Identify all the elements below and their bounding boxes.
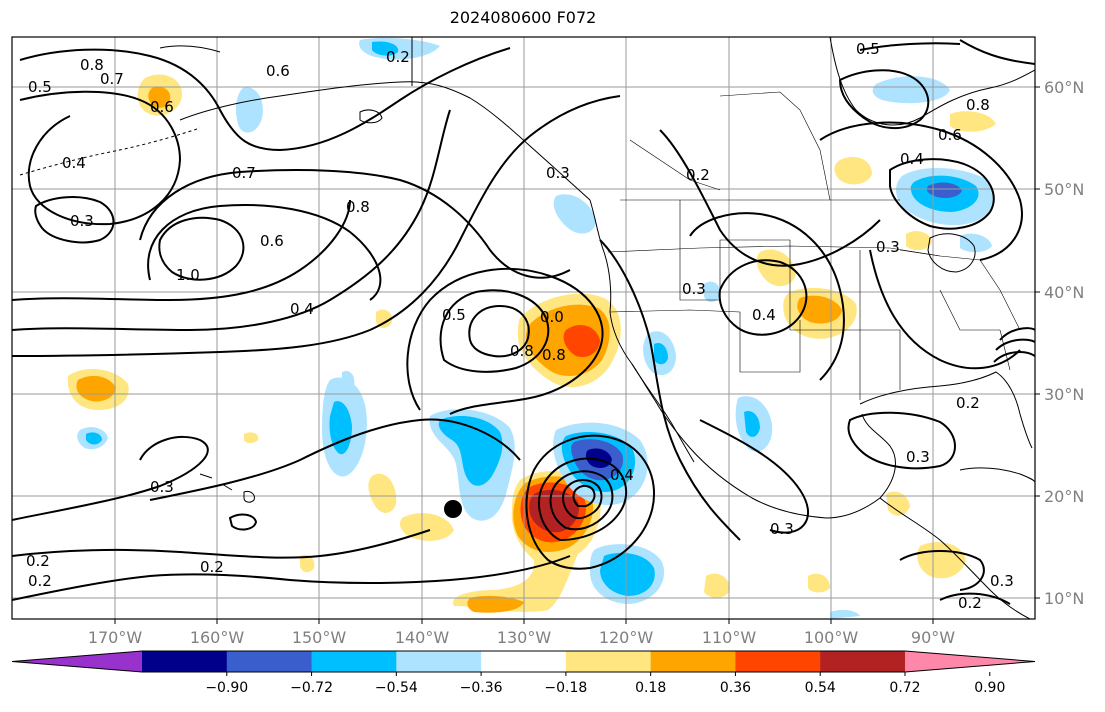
contour-label: 0.2 (26, 552, 50, 570)
colorbar-extend-low (12, 651, 142, 672)
contour-label: 0.2 (386, 48, 410, 66)
contour-label: 0.5 (856, 40, 880, 58)
colorbar-tick-label: −0.72 (290, 680, 333, 696)
contour-label: 0.7 (232, 164, 256, 182)
colorbar-tick-label: 0.54 (805, 680, 836, 696)
colorbar-segment (226, 651, 313, 672)
state-borders (607, 91, 1021, 400)
lat-tick-label: 40°N (1044, 283, 1084, 302)
lon-tick-label: 100°W (804, 628, 859, 647)
colorbar-tick-label: 0.90 (974, 680, 1005, 696)
lon-tick-label: 150°W (292, 628, 347, 647)
contour-label: 0.8 (346, 198, 370, 216)
contour-label: 0.4 (752, 306, 776, 324)
colorbar-extend-high (905, 651, 1035, 672)
contour-label: 0.3 (70, 212, 94, 230)
contour-label: 0.8 (80, 56, 104, 74)
contour-label: 0.3 (546, 164, 570, 182)
contour-label: 1.0 (176, 266, 200, 284)
contour-label: 0.4 (610, 466, 634, 484)
lon-tick-label: 110°W (702, 628, 757, 647)
contour-label: 0.2 (200, 558, 224, 576)
contour-label: 0.3 (770, 520, 794, 538)
contour-label: 0.4 (900, 150, 924, 168)
contour-label: 0.3 (990, 572, 1014, 590)
map-title: 2024080600 F072 (449, 8, 597, 27)
colorbar-tick-label: 0.36 (720, 680, 751, 696)
contour-label-group: 0.6 0.8 0.7 0.5 0.4 0.3 0.6 0.7 0.8 0.6 … (26, 40, 1014, 612)
contour-label: 0.4 (290, 300, 314, 318)
contour-label: 0.6 (150, 98, 174, 116)
latitude-axis: 60°N 50°N 40°N 30°N 20°N 10°N (1035, 78, 1084, 608)
lat-tick-label: 60°N (1044, 78, 1084, 97)
longitude-axis: 170°W 160°W 150°W 140°W 130°W 120°W 110°… (88, 619, 955, 647)
lat-tick-label: 50°N (1044, 180, 1084, 199)
contour-label: 0.8 (542, 346, 566, 364)
lat-tick-label: 20°N (1044, 487, 1084, 506)
contour-label: 0.6 (266, 62, 290, 80)
contour-label: 0.0 (540, 308, 564, 326)
contour-label: 0.2 (28, 572, 52, 590)
lon-tick-label: 90°W (911, 628, 955, 647)
contour-label: 0.2 (958, 594, 982, 612)
colorbar: −0.90 −0.72 −0.54 −0.36 −0.18 0.18 0.36 0.54 0.7… (11, 650, 1036, 696)
contour-label: 0.3 (906, 448, 930, 466)
contour-lines (12, 39, 1035, 605)
lon-tick-label: 170°W (88, 628, 143, 647)
colorbar-tick-label: −0.54 (375, 680, 418, 696)
colorbar-segment (396, 651, 482, 672)
colorbar-segment (735, 651, 821, 672)
colorbar-segment (650, 651, 736, 672)
colorbar-segment (565, 651, 652, 672)
lon-tick-label: 160°W (190, 628, 245, 647)
contour-label: 0.3 (682, 280, 706, 298)
colorbar-tick-label: 0.18 (635, 680, 666, 696)
contour-label: 0.7 (100, 70, 124, 88)
contour-label: 0.6 (260, 232, 284, 250)
colorbar-segment (481, 651, 567, 672)
colorbar-tick-label: −0.90 (205, 680, 248, 696)
lon-tick-label: 120°W (599, 628, 654, 647)
map-area: 0.6 0.8 0.7 0.5 0.4 0.3 0.6 0.7 0.8 0.6 … (12, 37, 1035, 619)
colorbar-tick-label: −0.36 (460, 680, 503, 696)
contour-label: 0.3 (150, 478, 174, 496)
contour-label: 0.4 (62, 154, 86, 172)
colorbar-tick-label: 0.72 (889, 680, 920, 696)
lat-tick-label: 30°N (1044, 385, 1084, 404)
colorbar-segment (311, 651, 397, 672)
contour-label: 0.8 (510, 342, 534, 360)
colorbar-outline (11, 650, 1036, 673)
contour-label: 0.5 (28, 78, 52, 96)
contour-label: 0.2 (686, 166, 710, 184)
colorbar-tick-label: −0.18 (544, 680, 587, 696)
contour-label: 0.6 (938, 126, 962, 144)
coastlines (19, 37, 1035, 619)
contour-label: 0.5 (442, 306, 466, 324)
lat-tick-label: 10°N (1044, 589, 1084, 608)
storm-center-marker (444, 500, 462, 518)
lon-tick-label: 130°W (497, 628, 552, 647)
colorbar-segment (142, 651, 228, 672)
colorbar-segment (820, 651, 906, 672)
contour-label: 0.8 (966, 96, 990, 114)
contour-label: 0.2 (956, 394, 980, 412)
contour-label: 0.3 (876, 238, 900, 256)
lon-tick-label: 140°W (395, 628, 450, 647)
